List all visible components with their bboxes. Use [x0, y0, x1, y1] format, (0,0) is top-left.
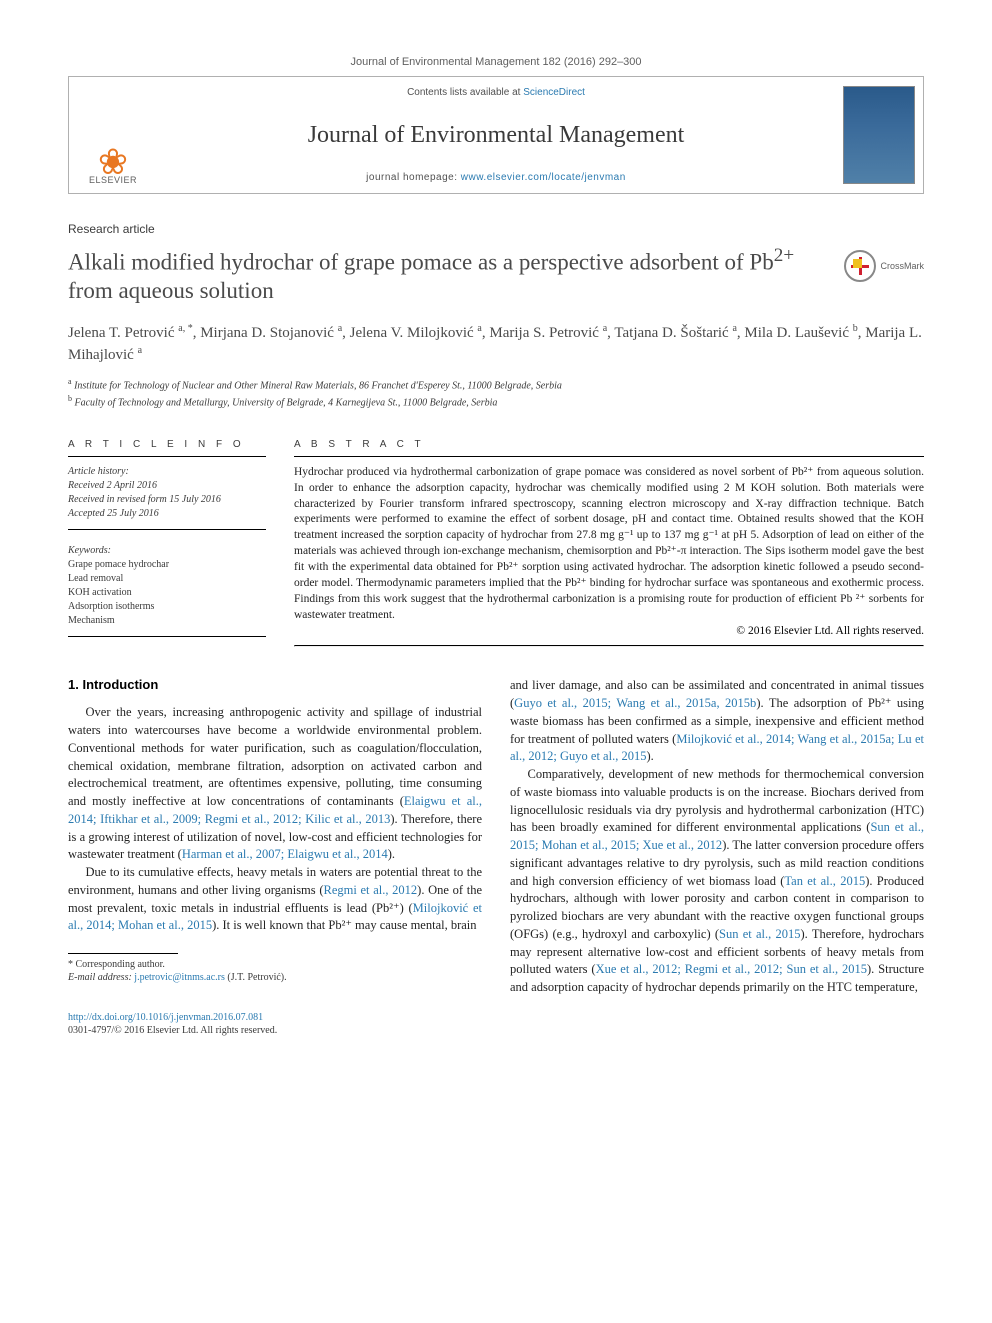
article-info-heading: A R T I C L E I N F O — [68, 431, 266, 457]
email-label: E-mail address: — [68, 972, 134, 983]
history-accepted: Accepted 25 July 2016 — [68, 507, 266, 521]
article-title: Alkali modified hydrochar of grape pomac… — [68, 244, 828, 306]
journal-header: ❀ ELSEVIER Contents lists available at S… — [68, 76, 924, 194]
header-center: Contents lists available at ScienceDirec… — [157, 77, 835, 193]
title-part2: from aqueous solution — [68, 278, 274, 303]
body-left-column: 1. Introduction Over the years, increasi… — [68, 677, 482, 997]
body-right-column: and liver damage, and also can be assimi… — [510, 677, 924, 997]
title-superscript: 2+ — [774, 245, 794, 266]
title-part1: Alkali modified hydrochar of grape pomac… — [68, 250, 774, 275]
body-paragraph: and liver damage, and also can be assimi… — [510, 677, 924, 766]
journal-reference: Journal of Environmental Management 182 … — [68, 56, 924, 68]
intro-heading: 1. Introduction — [68, 677, 482, 692]
contents-line: Contents lists available at ScienceDirec… — [165, 87, 827, 98]
page-footer: http://dx.doi.org/10.1016/j.jenvman.2016… — [68, 1011, 924, 1037]
doi-link[interactable]: http://dx.doi.org/10.1016/j.jenvman.2016… — [68, 1012, 263, 1023]
body-right-text: and liver damage, and also can be assimi… — [510, 677, 924, 997]
article-info-column: A R T I C L E I N F O Article history: R… — [68, 431, 266, 648]
history-label: Article history: — [68, 465, 266, 479]
keyword-item: KOH activation — [68, 586, 266, 600]
footnote-separator — [68, 953, 178, 954]
abstract-text: Hydrochar produced via hydrothermal carb… — [294, 465, 924, 624]
homepage-prefix: journal homepage: — [366, 172, 461, 183]
crossmark-icon — [844, 250, 876, 282]
email-line: E-mail address: j.petrovic@itnms.ac.rs (… — [68, 971, 482, 984]
homepage-link[interactable]: www.elsevier.com/locate/jenvman — [461, 172, 626, 183]
history-received: Received 2 April 2016 — [68, 479, 266, 493]
contents-prefix: Contents lists available at — [407, 87, 523, 98]
body-columns: 1. Introduction Over the years, increasi… — [68, 677, 924, 997]
crossmark-label: CrossMark — [880, 261, 924, 271]
abstract-copyright: © 2016 Elsevier Ltd. All rights reserved… — [294, 625, 924, 637]
article-type: Research article — [68, 222, 924, 236]
abstract-bottom-rule — [294, 645, 924, 647]
abstract-heading: A B S T R A C T — [294, 431, 924, 457]
history-revised: Received in revised form 15 July 2016 — [68, 493, 266, 507]
corresponding-author-footnote: * Corresponding author. E-mail address: … — [68, 958, 482, 984]
authors-list: Jelena T. Petrović a, *, Mirjana D. Stoj… — [68, 322, 924, 366]
publisher-name: ELSEVIER — [89, 175, 137, 185]
affiliations: a Institute for Technology of Nuclear an… — [68, 376, 924, 411]
email-link[interactable]: j.petrovic@itnms.ac.rs — [134, 972, 225, 983]
issn-copyright: 0301-4797/© 2016 Elsevier Ltd. All right… — [68, 1024, 924, 1037]
homepage-line: journal homepage: www.elsevier.com/locat… — [165, 172, 827, 183]
elsevier-logo[interactable]: ❀ ELSEVIER — [89, 150, 137, 185]
body-left-text: Over the years, increasing anthropogenic… — [68, 704, 482, 935]
article-history: Article history: Received 2 April 2016 R… — [68, 465, 266, 530]
keywords-label: Keywords: — [68, 544, 266, 558]
keyword-item: Adsorption isotherms — [68, 600, 266, 614]
crossmark-badge[interactable]: CrossMark — [844, 250, 924, 282]
cover-thumb-cell — [835, 77, 923, 193]
corr-author-line: * Corresponding author. — [68, 958, 482, 971]
affiliation-a: a Institute for Technology of Nuclear an… — [68, 376, 924, 393]
keyword-item: Grape pomace hydrochar — [68, 558, 266, 572]
keyword-item: Mechanism — [68, 614, 266, 628]
journal-title: Journal of Environmental Management — [165, 122, 827, 149]
elsevier-tree-icon: ❀ — [89, 150, 137, 175]
abstract-column: A B S T R A C T Hydrochar produced via h… — [294, 431, 924, 648]
body-paragraph: Due to its cumulative effects, heavy met… — [68, 864, 482, 935]
journal-cover-thumbnail[interactable] — [843, 86, 915, 184]
sciencedirect-link[interactable]: ScienceDirect — [523, 87, 585, 98]
body-paragraph: Comparatively, development of new method… — [510, 766, 924, 997]
body-paragraph: Over the years, increasing anthropogenic… — [68, 704, 482, 864]
affiliation-b: b Faculty of Technology and Metallurgy, … — [68, 393, 924, 410]
email-who: (J.T. Petrović). — [225, 972, 287, 983]
publisher-logo-cell: ❀ ELSEVIER — [69, 77, 157, 193]
keyword-item: Lead removal — [68, 572, 266, 586]
keywords-block: Keywords: Grape pomace hydrochar Lead re… — [68, 544, 266, 637]
